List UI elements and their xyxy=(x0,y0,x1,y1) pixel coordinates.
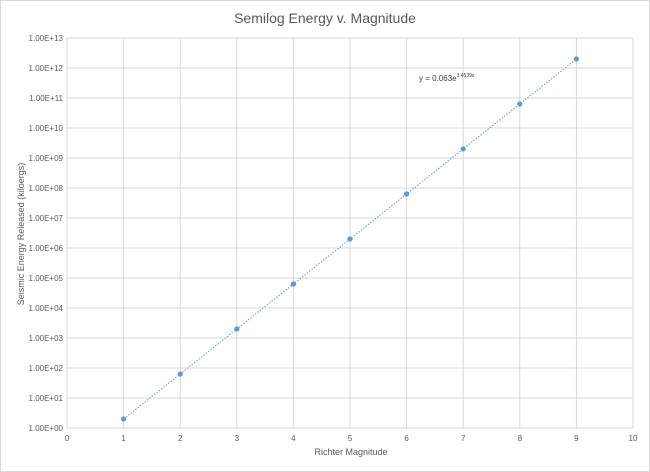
data-point xyxy=(177,371,183,377)
y-tick-label: 1.00E+12 xyxy=(29,64,64,73)
y-tick-labels: 1.00E+00 1.00E+01 1.00E+02 1.00E+03 1.00E+04… xyxy=(29,34,64,433)
x-tick-labels: 0 1 2 3 4 5 6 7 8 9 10 xyxy=(65,434,638,443)
grid-lines xyxy=(66,37,634,429)
x-tick-label: 0 xyxy=(65,434,70,443)
y-tick-label: 1.00E+09 xyxy=(29,154,64,163)
x-tick-label: 4 xyxy=(291,434,296,443)
x-axis-title: Richter Magnitude xyxy=(314,447,387,457)
y-tick-label: 1.00E+11 xyxy=(29,94,63,103)
y-tick-label: 1.00E+13 xyxy=(29,34,64,43)
data-point xyxy=(460,146,466,152)
x-tick-label: 3 xyxy=(235,434,240,443)
y-tick-label: 1.00E+10 xyxy=(29,124,64,133)
data-point xyxy=(517,101,523,107)
x-tick-label: 9 xyxy=(574,434,579,443)
x-tick-label: 8 xyxy=(518,434,523,443)
y-tick-label: 1.00E+04 xyxy=(29,304,64,313)
x-tick-label: 2 xyxy=(178,434,183,443)
x-tick-label: 1 xyxy=(121,434,126,443)
y-tick-label: 1.00E+05 xyxy=(29,274,64,283)
data-point xyxy=(573,56,580,62)
data-point xyxy=(404,191,410,197)
trendline-equation-base: y = 0.063e xyxy=(419,74,457,83)
trendline-equation: y = 0.063e3.4539x xyxy=(419,73,475,83)
y-tick-label: 1.00E+00 xyxy=(29,424,64,433)
x-tick-label: 7 xyxy=(461,434,466,443)
data-points xyxy=(121,56,580,422)
data-point xyxy=(121,416,127,422)
y-tick-label: 1.00E+01 xyxy=(29,394,64,403)
x-tick-label: 6 xyxy=(404,434,409,443)
trendline-equation-exponent: 3.4539x xyxy=(457,73,475,79)
y-tick-label: 1.00E+03 xyxy=(29,334,64,343)
y-tick-label: 1.00E+06 xyxy=(29,244,64,253)
data-point xyxy=(347,236,353,242)
y-tick-label: 1.00E+08 xyxy=(29,184,64,193)
y-tick-label: 1.00E+07 xyxy=(29,214,64,223)
chart-title: Semilog Energy v. Magnitude xyxy=(234,10,416,26)
x-tick-label: 5 xyxy=(348,434,353,443)
data-point xyxy=(234,326,240,332)
y-tick-label: 1.00E+02 xyxy=(29,364,64,373)
y-axis-title: Seismic Energy Released (kiloergs) xyxy=(16,163,26,306)
x-tick-label: 10 xyxy=(629,434,638,443)
data-point xyxy=(290,281,296,287)
